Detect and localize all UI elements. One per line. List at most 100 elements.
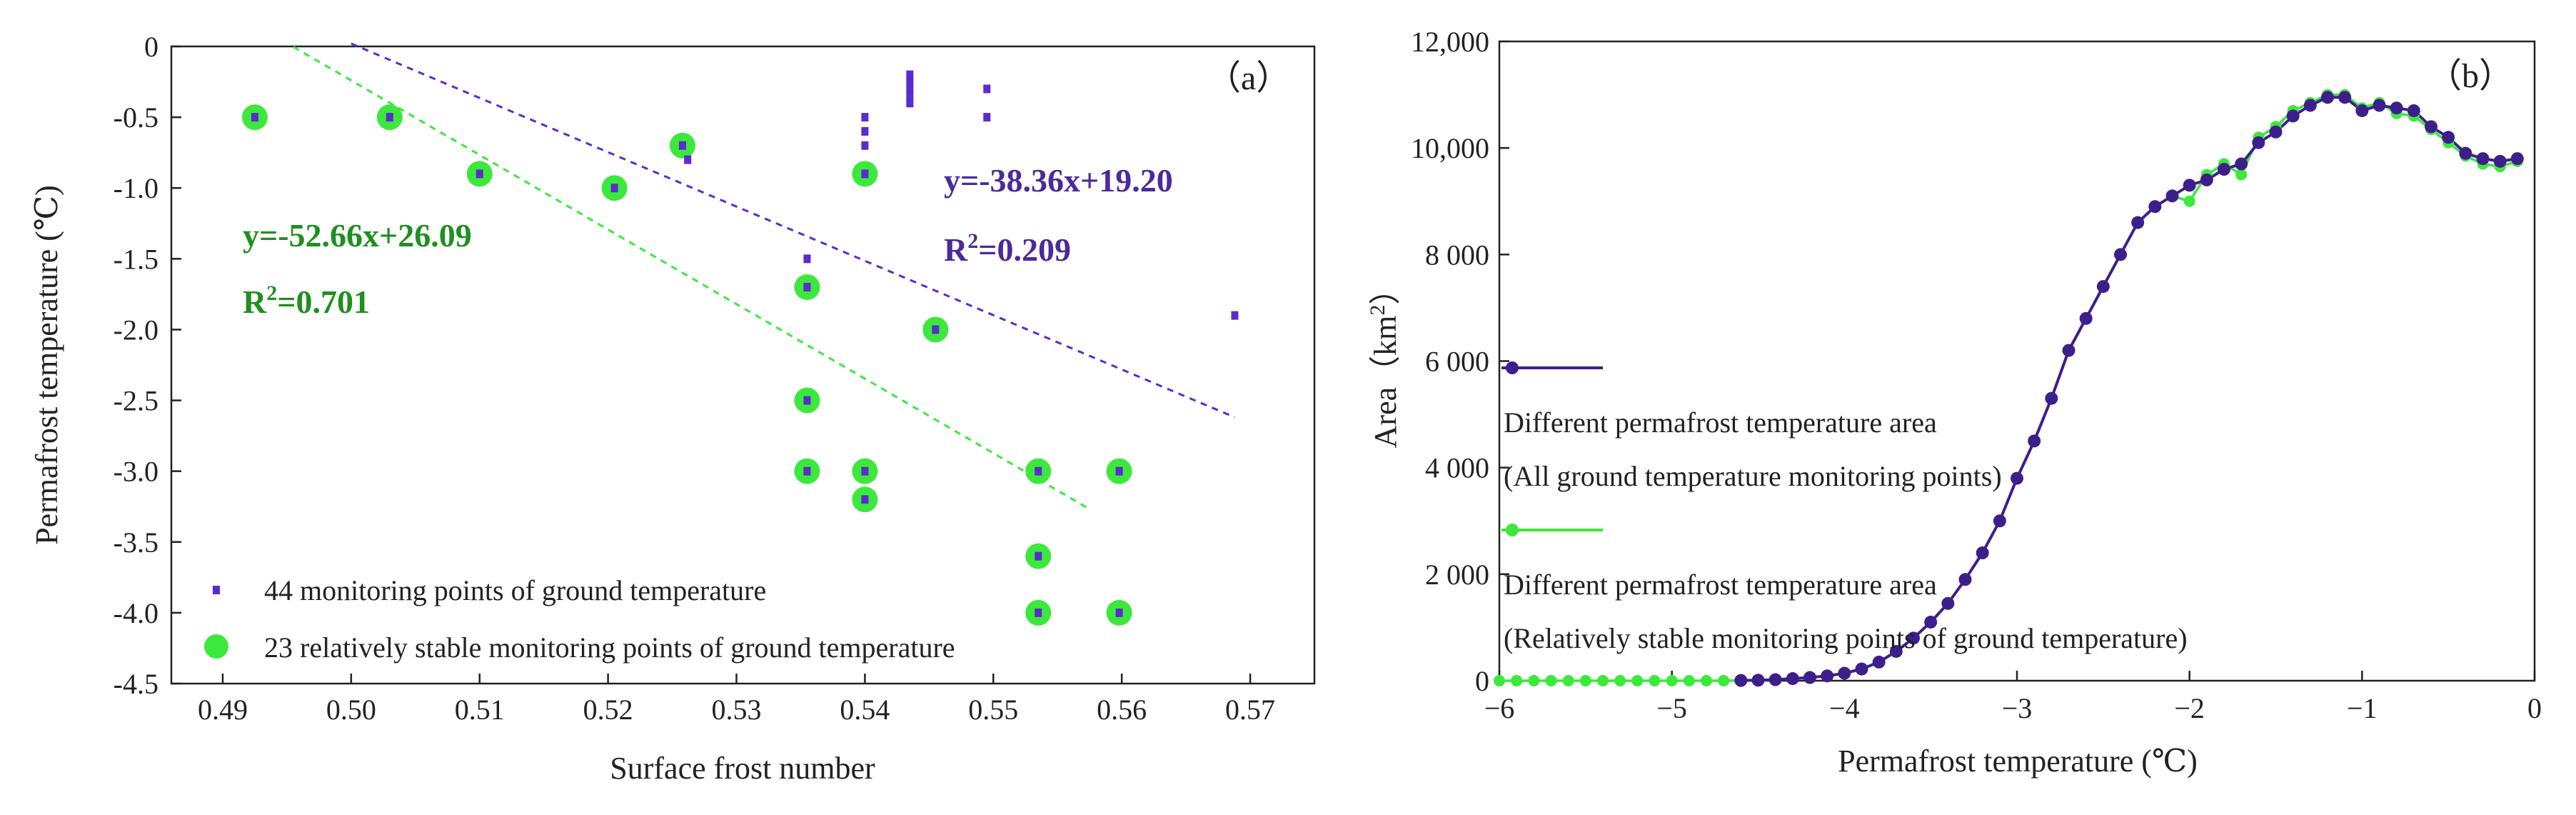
y-tick-label: 8 000 <box>1425 239 1489 271</box>
series-point <box>2459 146 2472 160</box>
legend-marker-square <box>213 586 220 594</box>
panel-b-y-axis-title: Area（km2） <box>1366 274 1403 449</box>
series-point <box>1769 673 1782 686</box>
panel-b-x-ticks: −6 −5 −4 −3 −2 −1 0 <box>1484 671 2542 724</box>
monitoring-point <box>251 113 258 122</box>
y-tick-label: -1.5 <box>114 243 159 275</box>
monitoring-point <box>932 325 940 334</box>
monitoring-point <box>906 91 914 101</box>
monitoring-point <box>1115 466 1123 476</box>
monitoring-point <box>861 113 869 122</box>
y-tick-label: -3.5 <box>114 526 159 559</box>
series-point <box>2442 131 2455 144</box>
series-point <box>2131 216 2145 229</box>
series-point <box>1976 546 1989 559</box>
series-point <box>2373 99 2386 112</box>
monitoring-point <box>906 70 914 79</box>
monitoring-point <box>803 396 811 405</box>
y-tick-label: -4.5 <box>114 668 159 700</box>
panel-b: 0 2 000 4 000 6 000 8 000 10,000 12,000 −6 −5 −4… <box>1366 26 2542 779</box>
monitoring-point <box>1115 608 1123 617</box>
series-point <box>1649 675 1661 686</box>
series-point <box>1941 596 1955 610</box>
monitoring-point <box>803 254 811 264</box>
y-tick-label: -0.5 <box>114 101 159 134</box>
series-point <box>2286 109 2300 123</box>
y-tick-label: 2 000 <box>1425 559 1489 591</box>
series-point <box>2200 173 2213 186</box>
series-point <box>2165 189 2179 203</box>
x-tick-label: 0.56 <box>1097 694 1147 726</box>
legend-stable-line2: (Relatively stable monitoring points of … <box>1504 622 2188 654</box>
fit-line <box>293 46 1090 511</box>
series-point <box>1494 675 1505 686</box>
series-point <box>2235 157 2248 171</box>
x-tick-label: −5 <box>1656 692 1687 724</box>
x-tick-label: 0.52 <box>583 694 633 726</box>
x-tick-label: 0.51 <box>455 694 505 726</box>
series-point <box>1545 675 1557 686</box>
panel-a-label: （a） <box>1207 59 1290 97</box>
series-point <box>2148 200 2162 214</box>
panel-a-y-axis-title: Permafrost temperature (℃) <box>29 185 64 545</box>
series-point <box>2338 91 2352 104</box>
monitoring-point <box>476 169 483 179</box>
y-tick-label: -3.0 <box>114 456 159 488</box>
monitoring-point <box>678 141 686 150</box>
series-point <box>1666 675 1678 686</box>
series-point <box>1872 655 1886 669</box>
monitoring-point <box>861 141 869 150</box>
series-point <box>2425 120 2437 134</box>
series-point <box>1683 675 1695 686</box>
series-point <box>2476 152 2490 166</box>
x-tick-label: 0.57 <box>1225 694 1275 726</box>
monitoring-point <box>1231 311 1239 320</box>
panel-a-eq-purple: y=-38.36x+19.20 <box>944 162 1173 199</box>
x-tick-label: −2 <box>2174 692 2205 724</box>
panel-b-x-axis-title: Permafrost temperature (℃) <box>1838 744 2198 779</box>
panel-b-y-ticks: 0 2 000 4 000 6 000 8 000 10,000 12,000 <box>1411 26 1509 697</box>
series-point <box>2079 311 2093 325</box>
monitoring-point <box>1035 551 1042 561</box>
series-point <box>1855 662 1868 676</box>
series-point <box>2303 99 2317 112</box>
series-point <box>1718 675 1730 686</box>
x-tick-label: 0 <box>2527 692 2542 724</box>
series-point <box>2045 391 2058 405</box>
x-tick-label: 0.50 <box>326 694 376 726</box>
series-point <box>1734 674 1748 687</box>
x-tick-label: −4 <box>1829 692 1860 724</box>
y-tick-label: -4.0 <box>114 597 159 629</box>
legend-all-line1: Different permafrost temperature area <box>1504 406 1937 439</box>
series-point <box>1614 675 1626 686</box>
monitoring-point <box>861 466 869 476</box>
series-point <box>1924 615 1938 629</box>
monitoring-point <box>386 113 393 122</box>
panel-a-eq-green: y=-52.66x+26.09 <box>243 217 472 254</box>
panel-a-y-ticks: 0 -0.5 -1.0 -1.5 -2.0 -2.5 -3.0 -3.5 -4.0 -4.5 <box>114 31 181 700</box>
monitoring-point <box>906 77 914 86</box>
series-point <box>2493 154 2507 168</box>
series-point <box>1993 514 2006 528</box>
legend-dot-all <box>1506 361 1519 374</box>
series-point <box>1751 674 1765 687</box>
monitoring-point <box>906 99 914 108</box>
series-point <box>2183 195 2195 207</box>
series-point <box>1597 675 1609 686</box>
x-tick-label: 0.55 <box>968 694 1018 726</box>
panel-a-x-ticks: 0.49 0.50 0.51 0.52 0.53 0.54 0.55 0.56 0.57 <box>198 674 1275 726</box>
x-tick-label: 0.49 <box>198 694 248 726</box>
legend-label-stable-points: 23 relatively stable monitoring points o… <box>264 631 955 664</box>
monitoring-point <box>1035 608 1042 617</box>
series-point <box>2114 248 2127 261</box>
y-tick-label: 0 <box>144 31 159 63</box>
monitoring-point <box>1035 466 1042 476</box>
fit-line <box>351 42 1236 419</box>
series-point <box>2510 152 2524 166</box>
series-point <box>1838 666 1851 680</box>
series-point <box>2235 169 2248 181</box>
panel-a-fit-lines <box>293 42 1236 511</box>
y-tick-label: 10,000 <box>1411 132 1489 164</box>
series-line <box>1741 96 2518 682</box>
